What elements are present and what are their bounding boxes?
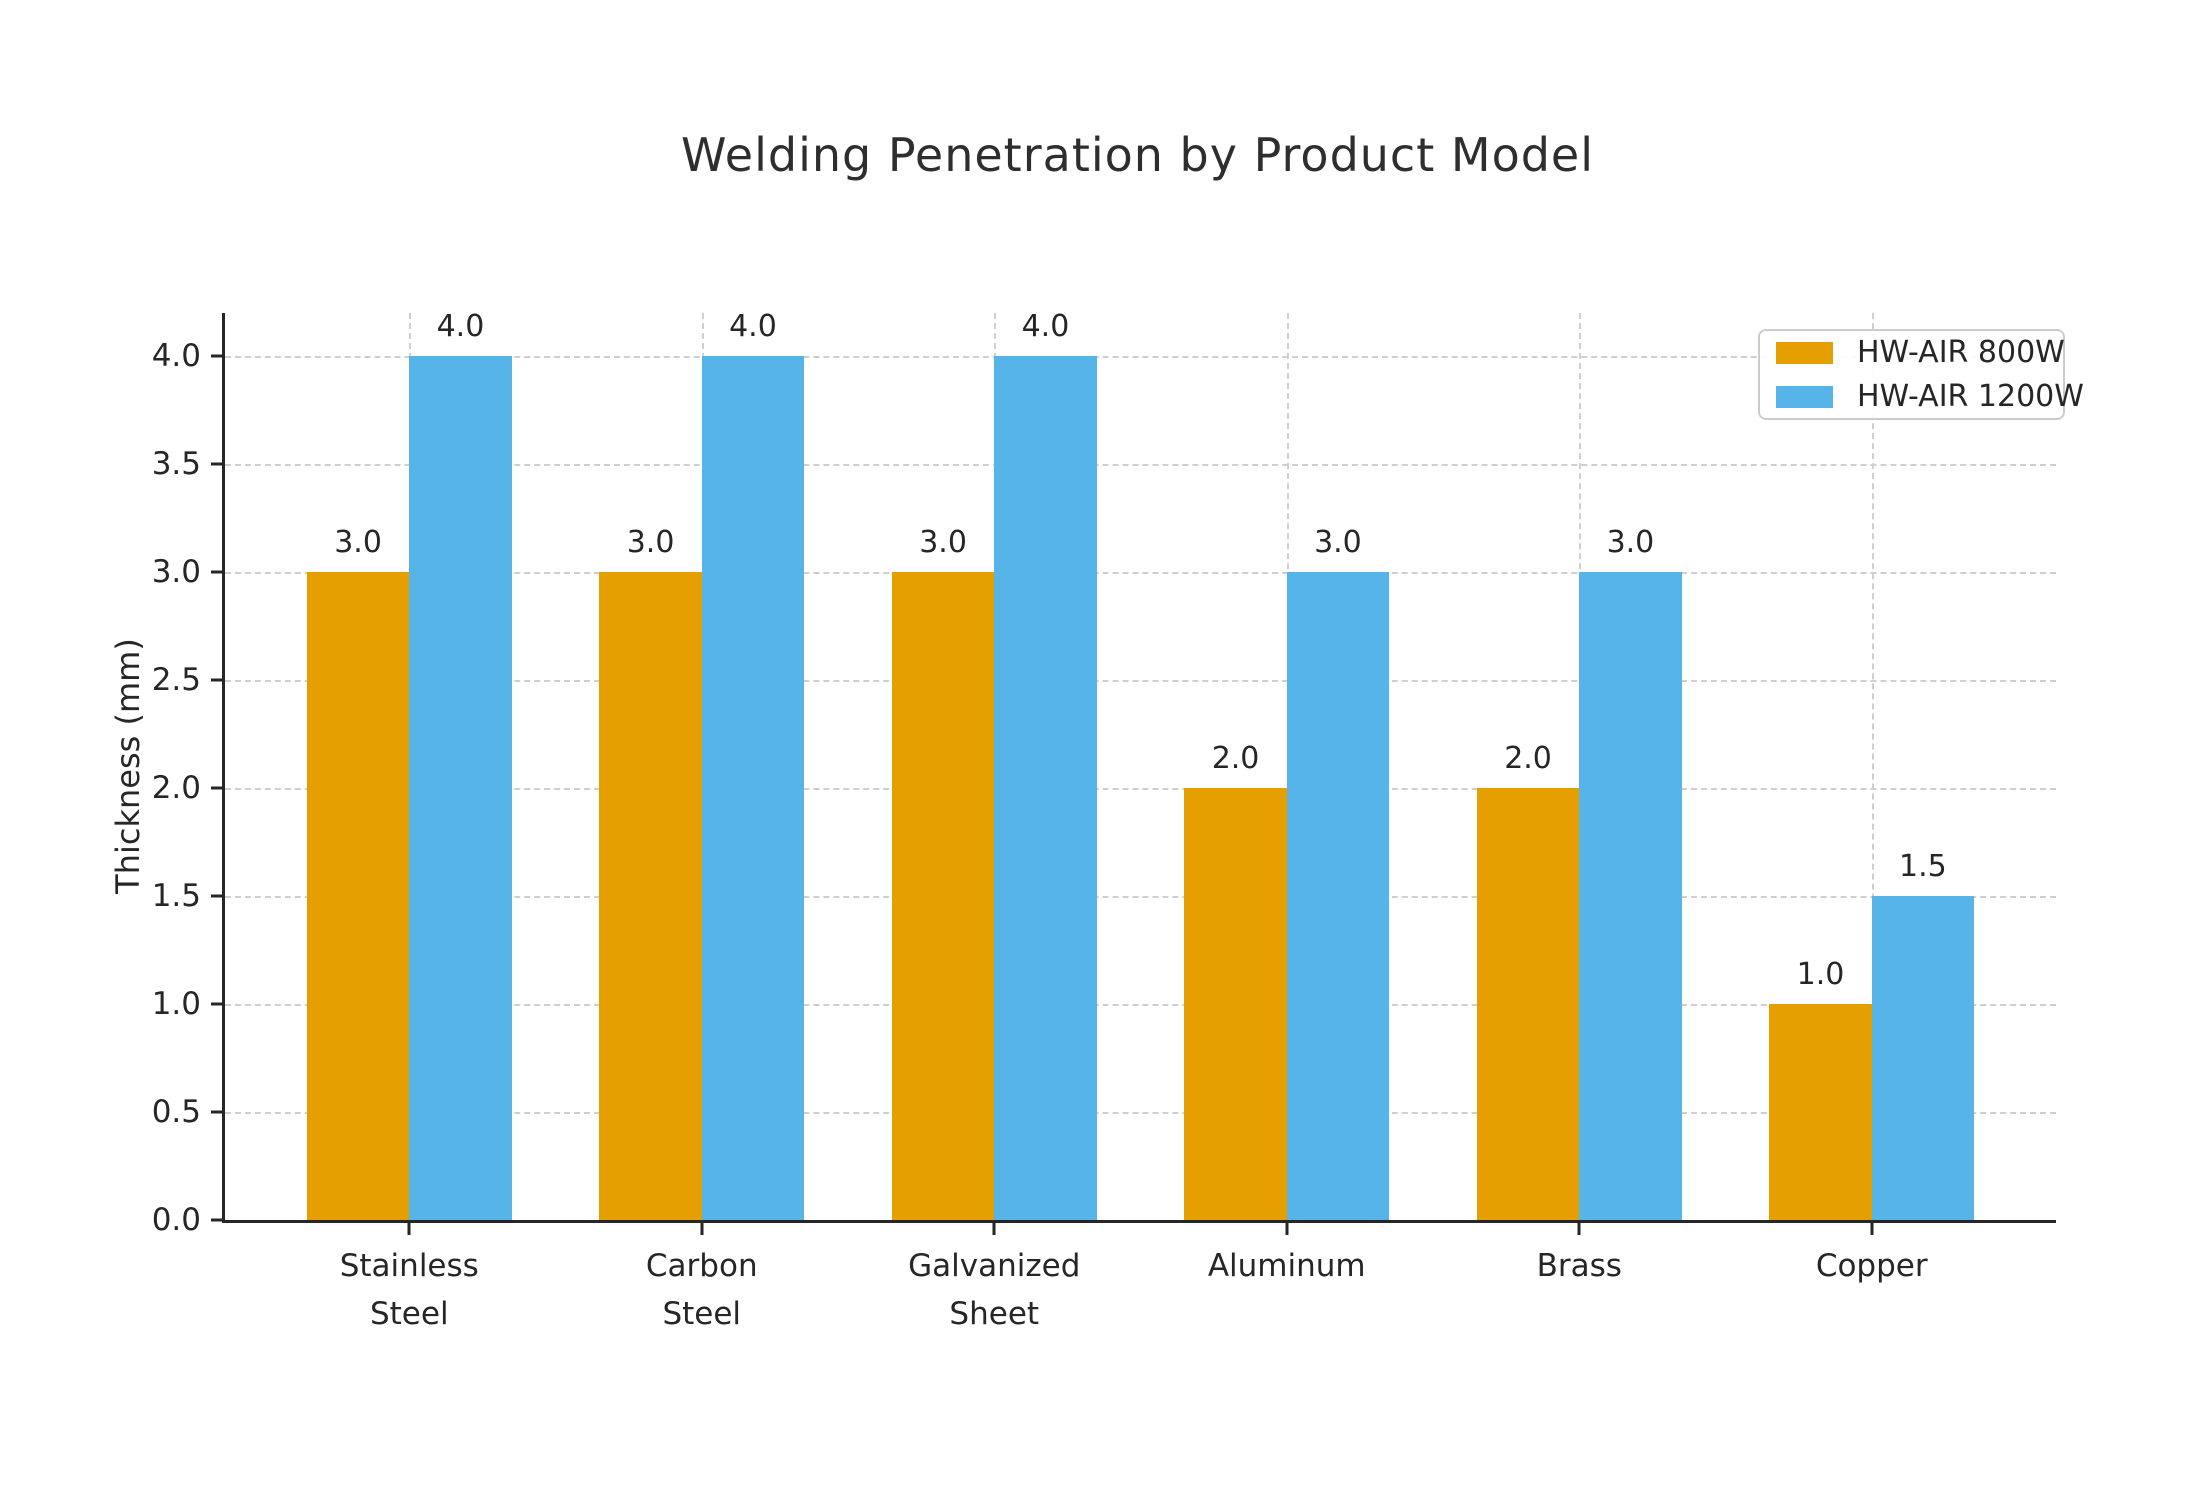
x-tick-mark (407, 1223, 411, 1235)
y-tick-label: 0.0 (151, 1202, 201, 1238)
bar-value-label: 3.0 (919, 525, 967, 561)
y-tick-label: 1.5 (151, 878, 201, 915)
bar-value-label: 3.0 (1314, 525, 1362, 561)
bar-hw-air-1200w-brass (1579, 572, 1682, 1220)
y-tick-mark (211, 894, 225, 898)
bar-hw-air-1200w-aluminum (1286, 572, 1390, 1220)
y-tick-label: 3.0 (151, 554, 201, 591)
bar-value-label: 3.0 (626, 525, 675, 561)
bar-hw-air-800w-brass (1476, 788, 1580, 1220)
legend: HW-AIR 800W HW-AIR 1200W (1758, 329, 2084, 420)
legend-swatch (1776, 385, 1833, 408)
horizontal-gridline (225, 896, 2056, 899)
bar-value-label: 3.0 (1606, 525, 1655, 561)
horizontal-gridline (225, 572, 2056, 575)
bar-value-label: 1.5 (1899, 849, 1947, 885)
legend-label: HW-AIR 1200W (1857, 379, 2084, 414)
y-tick-label: 2.5 (151, 662, 201, 699)
bar-hw-air-1200w-carbon-steel (701, 356, 805, 1220)
x-tick-mark (1870, 1223, 1874, 1235)
bar-value-label: 4.0 (436, 309, 485, 345)
x-tick-label: Copper (1815, 1248, 1928, 1284)
legend-swatch (1776, 341, 1833, 364)
x-tick-label: Aluminum (1207, 1248, 1366, 1284)
bar-hw-air-800w-stainless-steel (306, 572, 410, 1220)
bar-value-label: 4.0 (729, 309, 777, 345)
bar-hw-air-1200w-copper (1871, 896, 1975, 1220)
bar-hw-air-800w-copper (1769, 1004, 1872, 1220)
y-tick-mark (211, 786, 225, 790)
y-tick-label: 4.0 (151, 338, 201, 375)
y-tick-mark (211, 1110, 225, 1114)
bar-hw-air-800w-aluminum (1184, 788, 1287, 1220)
bar-hw-air-1200w-galvanized-sheet (994, 356, 1097, 1220)
vertical-gridline (1871, 313, 1874, 1220)
y-tick-mark (211, 462, 225, 466)
y-tick-label: 1.0 (151, 986, 201, 1023)
x-tick-mark (700, 1223, 704, 1235)
chart-title: Welding Penetration by Product Model (681, 128, 1594, 182)
legend-item: HW-AIR 1200W (1776, 379, 2084, 414)
x-tick-label: Galvanized Sheet (908, 1248, 1081, 1333)
x-tick-mark (1285, 1223, 1289, 1235)
bar-value-label: 1.0 (1796, 957, 1845, 993)
y-tick-mark (211, 1002, 225, 1006)
legend-item: HW-AIR 800W (1776, 335, 2065, 370)
bar-value-label: 2.0 (1211, 741, 1260, 777)
bar-hw-air-1200w-stainless-steel (409, 356, 512, 1220)
x-tick-label: Stainless Steel (339, 1248, 479, 1333)
x-tick-mark (992, 1223, 996, 1235)
y-tick-mark (211, 1218, 225, 1222)
y-tick-label: 2.0 (151, 770, 201, 807)
bar-value-label: 2.0 (1504, 741, 1552, 777)
horizontal-gridline (225, 1112, 2056, 1115)
bar-hw-air-800w-carbon-steel (599, 572, 702, 1220)
horizontal-gridline (225, 680, 2056, 683)
bar-hw-air-800w-galvanized-sheet (891, 572, 995, 1220)
bar-value-label: 4.0 (1021, 309, 1070, 345)
horizontal-gridline (225, 356, 2056, 359)
y-tick-mark (211, 354, 225, 358)
plot-area: 0.0 0.5 1.0 1.5 2.0 2.5 3.0 3.5 4.0 Stainless Ste… (152, 309, 2056, 1332)
horizontal-gridline (225, 464, 2056, 467)
legend-label: HW-AIR 800W (1857, 335, 2065, 370)
x-tick-mark (1577, 1223, 1581, 1235)
y-tick-mark (211, 678, 225, 682)
y-tick-mark (211, 570, 225, 574)
y-axis-label: Thickness (mm) (109, 638, 147, 894)
y-tick-label: 3.5 (151, 446, 201, 483)
horizontal-gridline (225, 788, 2056, 791)
x-tick-label: Brass (1536, 1248, 1622, 1284)
bar-value-label: 3.0 (334, 525, 382, 561)
x-tick-label: Carbon Steel (645, 1248, 758, 1333)
y-tick-label: 0.5 (151, 1094, 201, 1131)
horizontal-gridline (225, 1004, 2056, 1007)
